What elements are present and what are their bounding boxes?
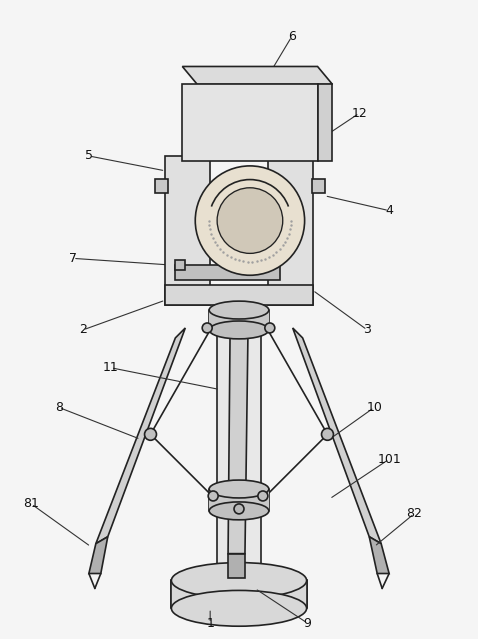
Circle shape	[144, 428, 156, 440]
Text: 81: 81	[23, 497, 39, 511]
Text: 4: 4	[385, 204, 393, 217]
Ellipse shape	[209, 502, 269, 520]
Polygon shape	[182, 84, 317, 161]
Circle shape	[202, 323, 212, 333]
Circle shape	[208, 491, 218, 501]
Text: 1: 1	[206, 617, 214, 629]
Polygon shape	[96, 328, 185, 544]
Polygon shape	[228, 335, 248, 553]
Circle shape	[195, 166, 304, 275]
Polygon shape	[268, 156, 313, 305]
Text: 3: 3	[363, 323, 371, 337]
Text: 7: 7	[69, 252, 77, 265]
Text: 11: 11	[103, 361, 119, 374]
Text: 6: 6	[288, 30, 295, 43]
Circle shape	[234, 504, 244, 514]
Ellipse shape	[209, 480, 269, 498]
Text: 12: 12	[351, 107, 367, 119]
Polygon shape	[175, 265, 280, 281]
Polygon shape	[165, 156, 210, 305]
Polygon shape	[312, 179, 325, 193]
Polygon shape	[165, 285, 313, 305]
Polygon shape	[175, 260, 185, 270]
Ellipse shape	[217, 306, 261, 314]
Ellipse shape	[172, 590, 306, 626]
Ellipse shape	[209, 321, 269, 339]
Polygon shape	[209, 310, 269, 330]
Polygon shape	[209, 489, 269, 511]
Polygon shape	[182, 66, 333, 84]
Circle shape	[265, 323, 275, 333]
Text: 5: 5	[85, 150, 93, 162]
Ellipse shape	[209, 301, 269, 319]
Text: 2: 2	[79, 323, 87, 337]
Polygon shape	[217, 310, 261, 574]
Text: 101: 101	[377, 452, 401, 466]
Polygon shape	[369, 537, 389, 574]
Text: 82: 82	[406, 507, 422, 520]
Circle shape	[322, 428, 334, 440]
Polygon shape	[155, 179, 168, 193]
Polygon shape	[228, 553, 245, 578]
Text: 10: 10	[366, 401, 382, 414]
Circle shape	[258, 491, 268, 501]
Polygon shape	[293, 328, 381, 544]
Polygon shape	[172, 580, 306, 608]
Circle shape	[217, 188, 283, 254]
Text: 9: 9	[304, 617, 312, 629]
Polygon shape	[317, 84, 333, 161]
Text: 8: 8	[55, 401, 63, 414]
Ellipse shape	[172, 562, 306, 598]
Polygon shape	[89, 537, 108, 574]
